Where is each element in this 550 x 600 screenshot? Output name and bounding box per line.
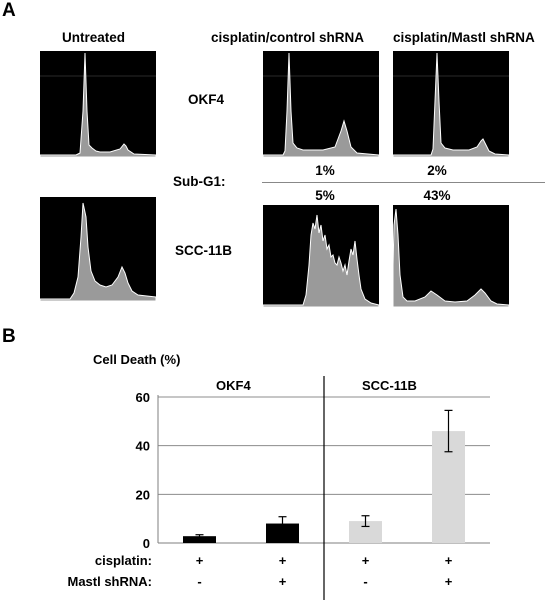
panel-b-label: B [2,326,16,347]
row-label-mastl-shrna: Mastl shRNA: [67,574,152,589]
histogram-scc11b-control-shrna [263,205,379,307]
histogram-scc11b-mastl-shrna [393,205,509,307]
group-label-scc11b: SCC-11B [362,378,417,393]
y-tick-label-40: 40 [136,439,150,454]
sub-g1-label: Sub-G1: [173,174,226,189]
cisplatin-mark-3: + [362,553,370,568]
mastl-shrna-mark-4: + [445,574,453,589]
bar-3 [349,521,382,543]
mastl-shrna-mark-1: - [197,574,201,589]
histogram-okf4-mastl-shrna [393,51,509,157]
histogram-untreated-scc11b [40,197,156,301]
histogram-untreated-okf4 [40,51,156,157]
bar-1 [183,536,216,543]
plot-area: 0 20 40 60 [136,376,490,600]
subg1-okf4-control: 1% [315,163,335,178]
row-label-cisplatin: cisplatin: [95,553,152,568]
subg1-scc11b-mastl: 43% [423,188,451,203]
y-tick-label-20: 20 [136,487,150,502]
x-row-labels: + - + + + - + + cisplatin: Mastl shRNA: [67,553,452,589]
sub-g1-divider [262,182,545,183]
cisplatin-mark-1: + [196,553,204,568]
y-tick-label-0: 0 [143,536,150,551]
mastl-shrna-mark-3: - [363,574,367,589]
cisplatin-mark-2: + [279,553,287,568]
mastl-shrna-mark-2: + [279,574,287,589]
subg1-okf4-mastl: 2% [427,163,447,178]
histogram-okf4-control-shrna [263,51,379,157]
header-cisplatin-control-shrna: cisplatin/control shRNA [211,30,365,45]
y-axis-label: Cell Death (%) [93,352,180,367]
header-cisplatin-mastl-shrna: cisplatin/Mastl shRNA [393,30,535,45]
bar-2 [266,523,299,543]
header-untreated: Untreated [62,30,126,45]
subg1-scc11b-control: 5% [315,188,335,203]
cisplatin-mark-4: + [445,553,453,568]
group-label-okf4: OKF4 [216,378,251,393]
row-label-scc11b: SCC-11B [175,243,233,258]
row-label-okf4: OKF4 [188,92,225,107]
panel-a-label: A [2,0,16,21]
y-tick-label-60: 60 [136,390,150,405]
